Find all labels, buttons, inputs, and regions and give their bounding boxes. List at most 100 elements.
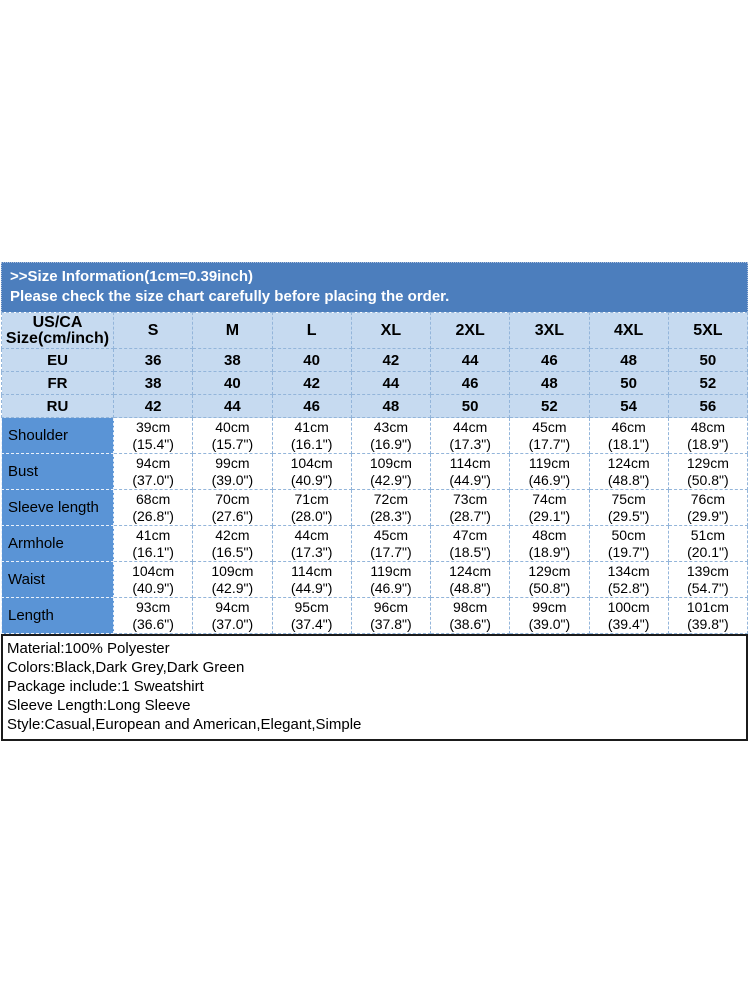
value-cm: 93cm	[136, 598, 171, 615]
measurement-row: Shoulder 39cm (15.4") 40cm (15.7") 41cm (16.1"…	[1, 417, 749, 454]
value-inch: (20.1")	[687, 543, 729, 560]
value-cm: 114cm	[449, 454, 491, 471]
value-inch: (17.7")	[370, 543, 412, 560]
measurement-value-cell: 50cm (19.7")	[588, 525, 669, 562]
value-cm: 41cm	[136, 526, 171, 543]
region-label: EU	[1, 348, 114, 372]
product-details-box: Material:100% Polyester Colors:Black,Dark…	[1, 634, 748, 741]
region-row: EU 36 38 40 42 44 46 48 50	[1, 348, 749, 372]
value-inch: (39.0")	[528, 615, 571, 632]
value-inch: (29.9")	[687, 507, 729, 524]
value-inch: (38.6")	[449, 615, 491, 632]
measurement-value-cell: 139cm (54.7")	[667, 561, 749, 598]
value-cm: 104cm	[290, 454, 333, 471]
value-cm: 46cm	[611, 418, 646, 435]
size-table: US/CA Size(cm/inch) S M L XL 2XL 3XL 4XL 5XL EU 36 3…	[1, 312, 749, 634]
value-inch: (40.9")	[290, 471, 333, 488]
measurement-value-cell: 48cm (18.9")	[509, 525, 590, 562]
region-value-cell: 48	[588, 348, 669, 372]
value-cm: 74cm	[532, 490, 567, 507]
measurement-value-cell: 45cm (17.7")	[350, 525, 432, 562]
measurement-label: Waist	[1, 561, 114, 598]
value-inch: (46.9")	[370, 579, 412, 596]
value-cm: 48cm	[690, 418, 725, 435]
size-col-header: S	[112, 312, 194, 349]
size-header-row: US/CA Size(cm/inch) S M L XL 2XL 3XL 4XL 5XL	[1, 312, 749, 349]
region-value-cell: 36	[112, 348, 194, 372]
value-inch: (37.4")	[290, 615, 333, 632]
value-cm: 94cm	[136, 454, 171, 471]
measurement-row: Length 93cm (36.6") 94cm (37.0") 95cm (37.4") 9…	[1, 597, 749, 634]
value-inch: (17.3")	[449, 435, 491, 452]
size-info-banner: >>Size Information(1cm=0.39inch) Please …	[1, 262, 748, 312]
measurement-value-cell: 134cm (52.8")	[588, 561, 669, 598]
value-cm: 72cm	[373, 490, 408, 507]
region-value-cell: 42	[112, 394, 194, 418]
value-cm: 99cm	[532, 598, 567, 615]
measurement-value-cell: 129cm (50.8")	[667, 453, 749, 490]
measurement-value-cell: 99cm (39.0")	[192, 453, 273, 490]
measurement-value-cell: 124cm (48.8")	[429, 561, 511, 598]
value-cm: 124cm	[449, 562, 492, 579]
region-value-cell: 56	[667, 394, 749, 418]
value-cm: 70cm	[215, 490, 250, 507]
measurement-value-cell: 129cm (50.8")	[509, 561, 590, 598]
measurement-label: Armhole	[1, 525, 114, 562]
size-col-header: XL	[350, 312, 432, 349]
measurement-value-cell: 71cm (28.0")	[271, 489, 352, 526]
measurement-value-cell: 98cm (38.6")	[429, 597, 511, 634]
value-inch: (37.0")	[132, 471, 174, 488]
measurement-value-cell: 44cm (17.3")	[429, 417, 511, 454]
product-detail-line: Colors:Black,Dark Grey,Dark Green	[7, 659, 245, 676]
measurement-value-cell: 101cm (39.8")	[667, 597, 749, 634]
measurement-value-cell: 47cm (18.5")	[429, 525, 511, 562]
measurement-label: Shoulder	[1, 417, 114, 454]
value-inch: (36.6")	[132, 615, 174, 632]
measurement-value-cell: 95cm (37.4")	[271, 597, 352, 634]
size-col-header: 2XL	[429, 312, 511, 349]
value-inch: (26.8")	[132, 507, 174, 524]
value-cm: 119cm	[528, 454, 570, 471]
value-inch: (54.7")	[687, 579, 729, 596]
value-cm: 124cm	[607, 454, 650, 471]
region-label: RU	[1, 394, 114, 418]
measurement-label: Bust	[1, 453, 114, 490]
value-cm: 109cm	[369, 454, 412, 471]
corner-cell: US/CA Size(cm/inch)	[1, 312, 114, 349]
measurement-value-cell: 43cm (16.9")	[350, 417, 432, 454]
region-value-cell: 46	[429, 371, 511, 395]
value-cm: 44cm	[294, 526, 329, 543]
value-inch: (28.7")	[449, 507, 491, 524]
value-cm: 51cm	[690, 526, 725, 543]
region-value-cell: 40	[192, 371, 273, 395]
region-row: FR 38 40 42 44 46 48 50 52	[1, 371, 749, 395]
value-inch: (46.9")	[528, 471, 571, 488]
measurement-value-cell: 76cm (29.9")	[667, 489, 749, 526]
measurement-value-cell: 114cm (44.9")	[429, 453, 511, 490]
value-inch: (15.4")	[132, 435, 174, 452]
value-cm: 129cm	[686, 454, 729, 471]
value-inch: (39.4")	[607, 615, 650, 632]
value-cm: 44cm	[453, 418, 488, 435]
value-cm: 40cm	[215, 418, 250, 435]
size-col-header: 4XL	[588, 312, 669, 349]
value-cm: 109cm	[211, 562, 254, 579]
value-inch: (18.1")	[607, 435, 650, 452]
value-inch: (18.9")	[687, 435, 729, 452]
value-inch: (28.0")	[290, 507, 333, 524]
measurement-value-cell: 93cm (36.6")	[112, 597, 194, 634]
value-inch: (40.9")	[132, 579, 174, 596]
measurement-value-cell: 124cm (48.8")	[588, 453, 669, 490]
measurement-value-cell: 41cm (16.1")	[271, 417, 352, 454]
value-cm: 68cm	[136, 490, 171, 507]
value-cm: 119cm	[370, 562, 412, 579]
region-value-cell: 44	[350, 371, 432, 395]
value-inch: (19.7")	[607, 543, 650, 560]
measurement-value-cell: 119cm (46.9")	[509, 453, 590, 490]
value-cm: 99cm	[215, 454, 250, 471]
value-inch: (37.0")	[211, 615, 254, 632]
region-value-cell: 42	[350, 348, 432, 372]
value-cm: 76cm	[690, 490, 725, 507]
value-inch: (18.5")	[449, 543, 491, 560]
measurement-value-cell: 75cm (29.5")	[588, 489, 669, 526]
